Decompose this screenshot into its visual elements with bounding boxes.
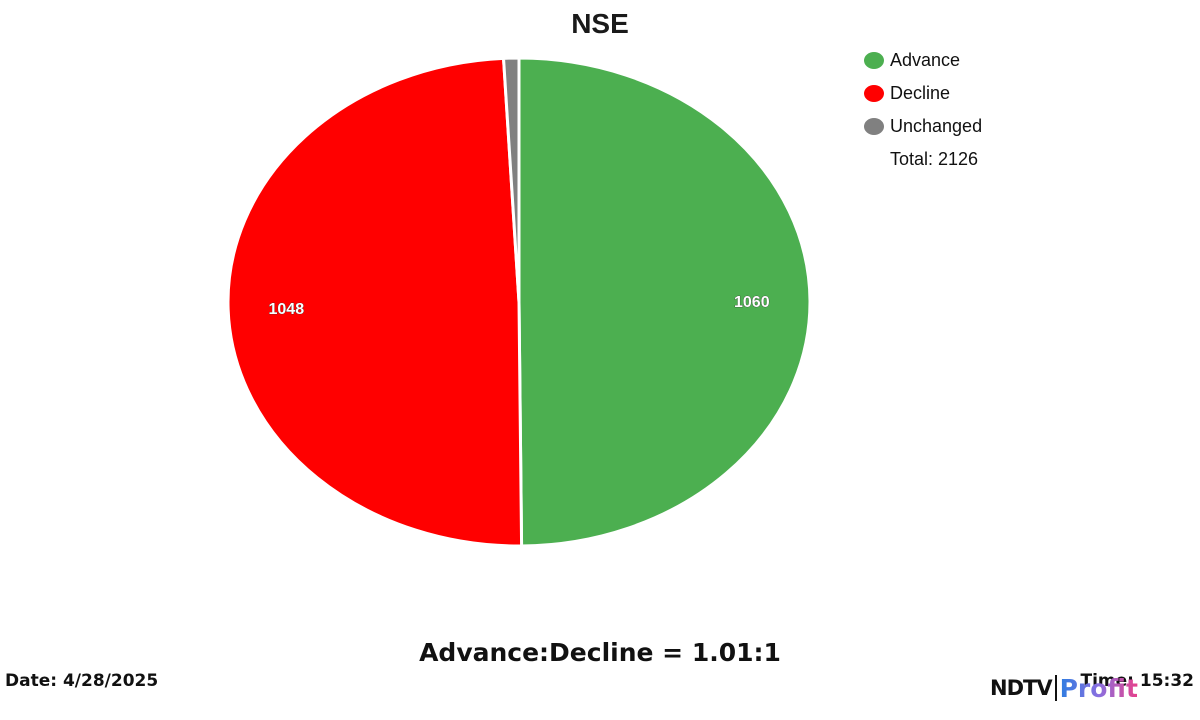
legend-item-advance: Advance [864,44,982,77]
chart-title: NSE [571,8,629,39]
legend-swatch-icon [864,52,884,69]
logo-divider [1054,675,1057,701]
legend: Advance Decline Unchanged Total: 2126 [864,44,982,176]
logo-ndtv: NDTV [990,676,1053,700]
legend-swatch-icon [864,85,884,102]
legend-item-decline: Decline [864,77,982,110]
pie-slice-advance [517,56,812,548]
time-label: Time: 15:32 [1081,671,1195,691]
pie-slice-decline [226,56,524,548]
pie-data-label: 1048 [269,301,305,318]
advance-decline-ratio: Advance:Decline = 1.01:1 [419,638,781,667]
ndtv-profit-logo: NDTV Profit [990,673,1138,703]
pie-slice-unchanged [501,56,521,303]
logo-profit: Profit [1059,673,1138,703]
legend-total: Total: 2126 [890,149,979,169]
pie-data-label: 1060 [734,294,770,311]
legend-label: Unchanged [890,116,983,136]
date-label: Date: 4/28/2025 [5,671,159,691]
legend-label: Decline [890,83,951,103]
legend-item-unchanged: Unchanged [864,110,982,143]
legend-swatch-icon [864,118,884,135]
legend-label: Advance [890,50,961,70]
